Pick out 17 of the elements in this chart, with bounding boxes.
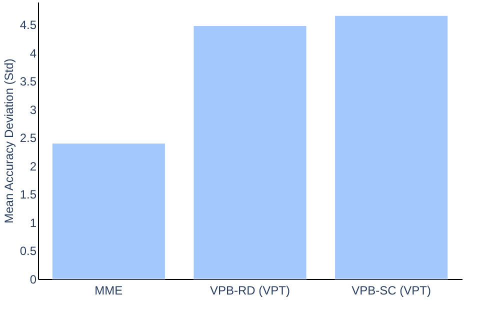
x-tick-label: MME [94,284,123,298]
y-tick-label: 3.5 [20,74,37,89]
y-tick-label: 4 [30,46,37,60]
y-tick-label: 2 [30,159,37,174]
y-tick-label: 4.5 [20,18,37,32]
y-tick-label: 0.5 [20,244,37,258]
y-tick-label: 0 [30,272,37,286]
y-tick-label: 3 [30,102,37,117]
y-tick-label: 1 [30,216,37,230]
bar [193,25,307,280]
y-axis-title: Mean Accuracy Deviation (Std) [2,58,16,224]
x-tick-label: VPB-RD (VPT) [210,284,290,298]
bar [334,15,448,280]
bar [52,143,166,280]
x-tick-label: VPB-SC (VPT) [352,284,432,298]
y-tick-label: 2.5 [20,131,37,146]
y-tick-label: 1.5 [20,188,37,202]
